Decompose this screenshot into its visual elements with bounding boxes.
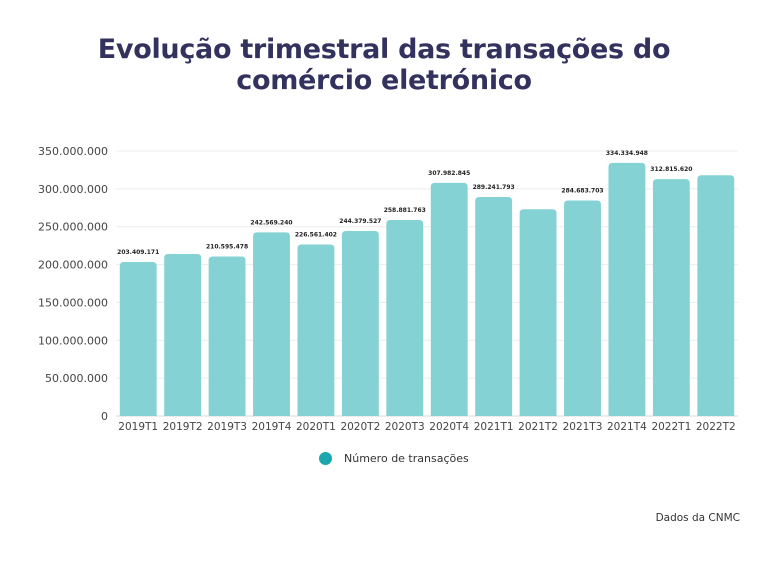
legend: Número de transações xyxy=(319,452,469,465)
data-label-2019T3: 210.595.478 xyxy=(206,244,248,251)
chart-title-line-1: Evolução trimestral das transações do xyxy=(97,34,671,65)
data-label-2021T3: 284.683.703 xyxy=(561,187,603,194)
x-tick-label-2019T1: 2019T1 xyxy=(118,421,158,433)
x-tick-label-2022T2: 2022T2 xyxy=(696,421,736,433)
bar-2020T3 xyxy=(386,219,424,416)
x-tick-label-2019T2: 2019T2 xyxy=(163,421,203,433)
x-tick-label-2021T3: 2021T3 xyxy=(563,421,603,433)
x-tick-label-2019T3: 2019T3 xyxy=(207,421,247,433)
data-label-2022T1: 312.815.620 xyxy=(650,166,692,173)
x-tick-label-2020T2: 2020T2 xyxy=(340,421,380,433)
y-tick-label: 200.000.000 xyxy=(38,259,108,272)
data-label-2020T4: 307.982.845 xyxy=(428,170,470,177)
source-note: Dados da CNMC xyxy=(655,512,740,524)
bar-2019T4 xyxy=(253,232,290,416)
bar-2019T1 xyxy=(119,261,157,416)
x-tick-label-2019T4: 2019T4 xyxy=(252,421,292,433)
y-tick-label: 300.000.000 xyxy=(38,183,108,196)
y-tick-label: 50.000.000 xyxy=(45,372,108,385)
x-tick-label-2021T2: 2021T2 xyxy=(518,421,558,433)
chart-title-line-2: comércio eletrónico xyxy=(236,65,532,96)
x-axis-ticks: 2019T1 2019T2 2019T3 2019T4 2020T1 2020T2 2020… xyxy=(118,421,735,433)
data-labels: 203.409.171 210.595.478 242.569.240226.561… xyxy=(117,150,692,256)
data-label-2020T1: 226.561.402 xyxy=(295,231,337,238)
bar-2021T2 xyxy=(519,209,557,416)
x-tick-label-2020T1: 2020T1 xyxy=(296,421,336,433)
bar-2020T4 xyxy=(430,182,468,416)
bar-2021T3 xyxy=(564,200,601,416)
legend-label: Número de transações xyxy=(344,452,469,465)
data-label-2019T1: 203.409.171 xyxy=(117,249,159,256)
bar-2022T2 xyxy=(697,175,735,416)
x-tick-label-2021T1: 2021T1 xyxy=(474,421,514,433)
bar-2019T3 xyxy=(208,256,246,416)
data-label-2020T2: 244.379.527 xyxy=(339,218,381,225)
bar-2022T1 xyxy=(652,179,690,416)
data-label-2021T4: 334.334.948 xyxy=(606,150,648,157)
x-tick-label-2020T4: 2020T4 xyxy=(429,421,469,433)
y-tick-label: 250.000.000 xyxy=(38,221,108,234)
data-label-2021T1: 289.241.793 xyxy=(473,184,515,191)
bar-2019T2 xyxy=(164,253,202,416)
y-tick-label: 0 xyxy=(101,410,108,423)
x-tick-label-2022T1: 2022T1 xyxy=(651,421,691,433)
y-tick-label: 350.000.000 xyxy=(38,145,108,158)
bar-2021T4 xyxy=(608,162,646,416)
bar-2021T1 xyxy=(475,197,513,416)
bar-2020T2 xyxy=(341,230,379,416)
bar-2020T1 xyxy=(297,244,335,416)
x-tick-label-2021T4: 2021T4 xyxy=(607,421,647,433)
chart-title: Evolução trimestral das transações do co… xyxy=(0,34,768,96)
x-tick-label-2020T3: 2020T3 xyxy=(385,421,425,433)
y-axis-ticks: 0 50.000.000 100.000.000 150.000.000 200.000… xyxy=(38,145,108,423)
legend-marker xyxy=(319,452,332,465)
data-label-2019T4: 242.569.240 xyxy=(250,219,292,226)
bars xyxy=(119,162,735,416)
y-tick-label: 100.000.000 xyxy=(38,334,108,347)
data-label-2020T3: 258.881.763 xyxy=(384,207,426,214)
y-tick-label: 150.000.000 xyxy=(38,296,108,309)
